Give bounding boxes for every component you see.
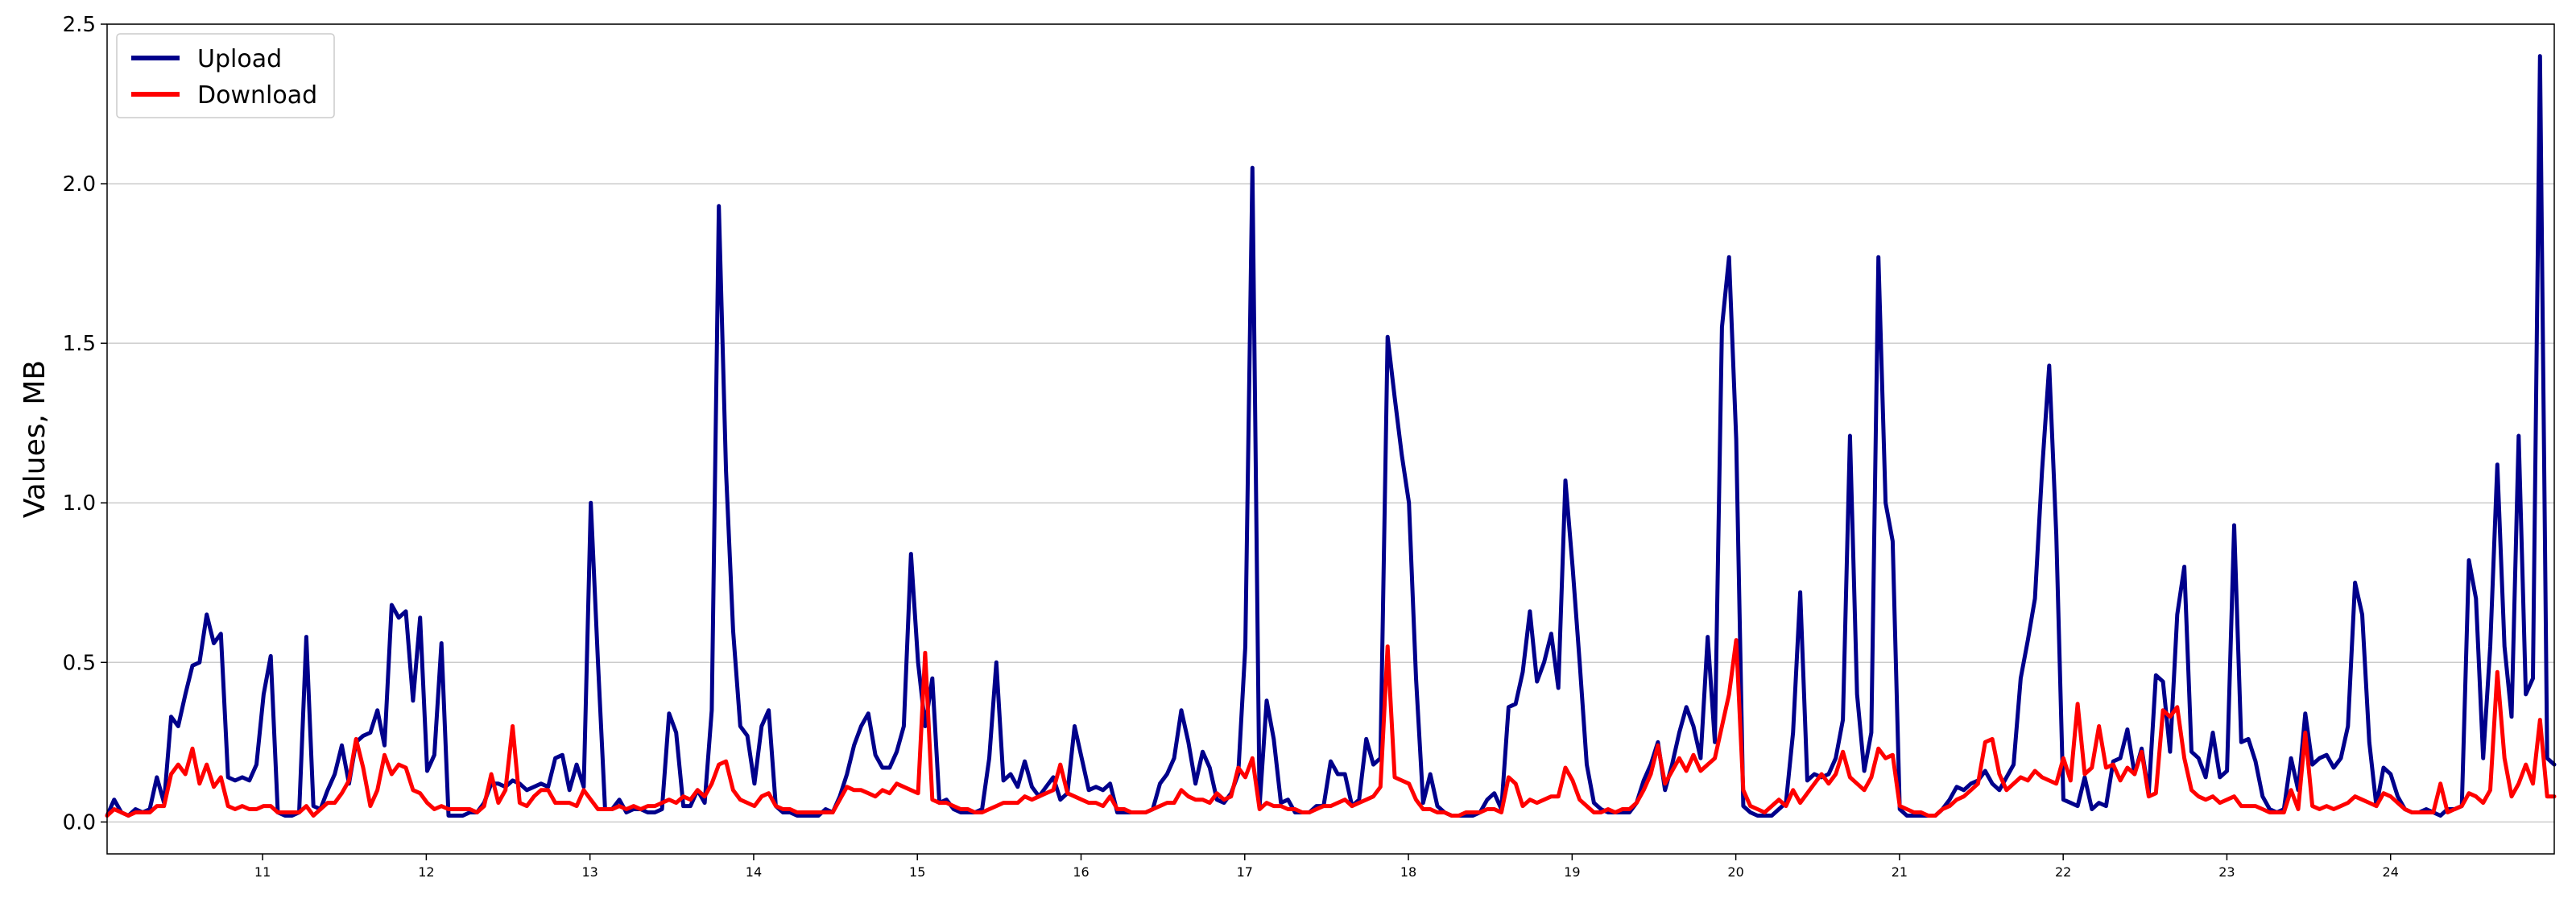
y-axis-ticks: 0.0 0.5 1.0 1.5 2.0 2.5 — [63, 13, 107, 835]
series-line-upload — [105, 54, 2557, 818]
x-tick-label-9: 20 — [1727, 864, 1743, 880]
legend-label-upload: Upload — [197, 45, 282, 73]
x-tick-label-6: 17 — [1237, 864, 1253, 880]
plot-area-border — [106, 23, 2555, 855]
series-lines — [105, 54, 2557, 818]
x-tick-label-12: 23 — [2218, 864, 2235, 880]
x-tick-label-4: 15 — [909, 864, 925, 880]
x-tick-label-7: 18 — [1400, 864, 1416, 880]
x-tick-label-1: 12 — [418, 864, 434, 880]
x-tick-label-10: 21 — [1892, 864, 1908, 880]
legend: Upload Download — [116, 33, 335, 118]
y-tick-label-5: 2.5 — [63, 13, 96, 37]
y-tick-label-1: 0.5 — [63, 651, 96, 675]
y-tick-label-2: 1.0 — [63, 491, 96, 516]
series-line-download — [105, 638, 2557, 818]
grid-lines — [107, 23, 2554, 823]
x-tick-label-13: 24 — [2383, 864, 2399, 880]
y-tick-label-4: 2.0 — [63, 172, 96, 197]
x-tick-label-3: 14 — [746, 864, 762, 880]
y-tick-label-3: 1.5 — [63, 332, 96, 356]
x-tick-label-5: 16 — [1073, 864, 1089, 880]
x-tick-label-11: 22 — [2055, 864, 2071, 880]
x-tick-label-0: 11 — [254, 864, 271, 880]
y-tick-label-0: 0.0 — [63, 810, 96, 835]
x-axis-ticks: 11 12 13 14 15 16 17 18 19 20 21 22 23 24 — [254, 854, 2399, 880]
legend-label-download: Download — [197, 81, 317, 110]
x-tick-label-8: 19 — [1564, 864, 1580, 880]
x-tick-label-2: 13 — [581, 864, 597, 880]
y-axis-label: Values, MB — [19, 360, 52, 518]
